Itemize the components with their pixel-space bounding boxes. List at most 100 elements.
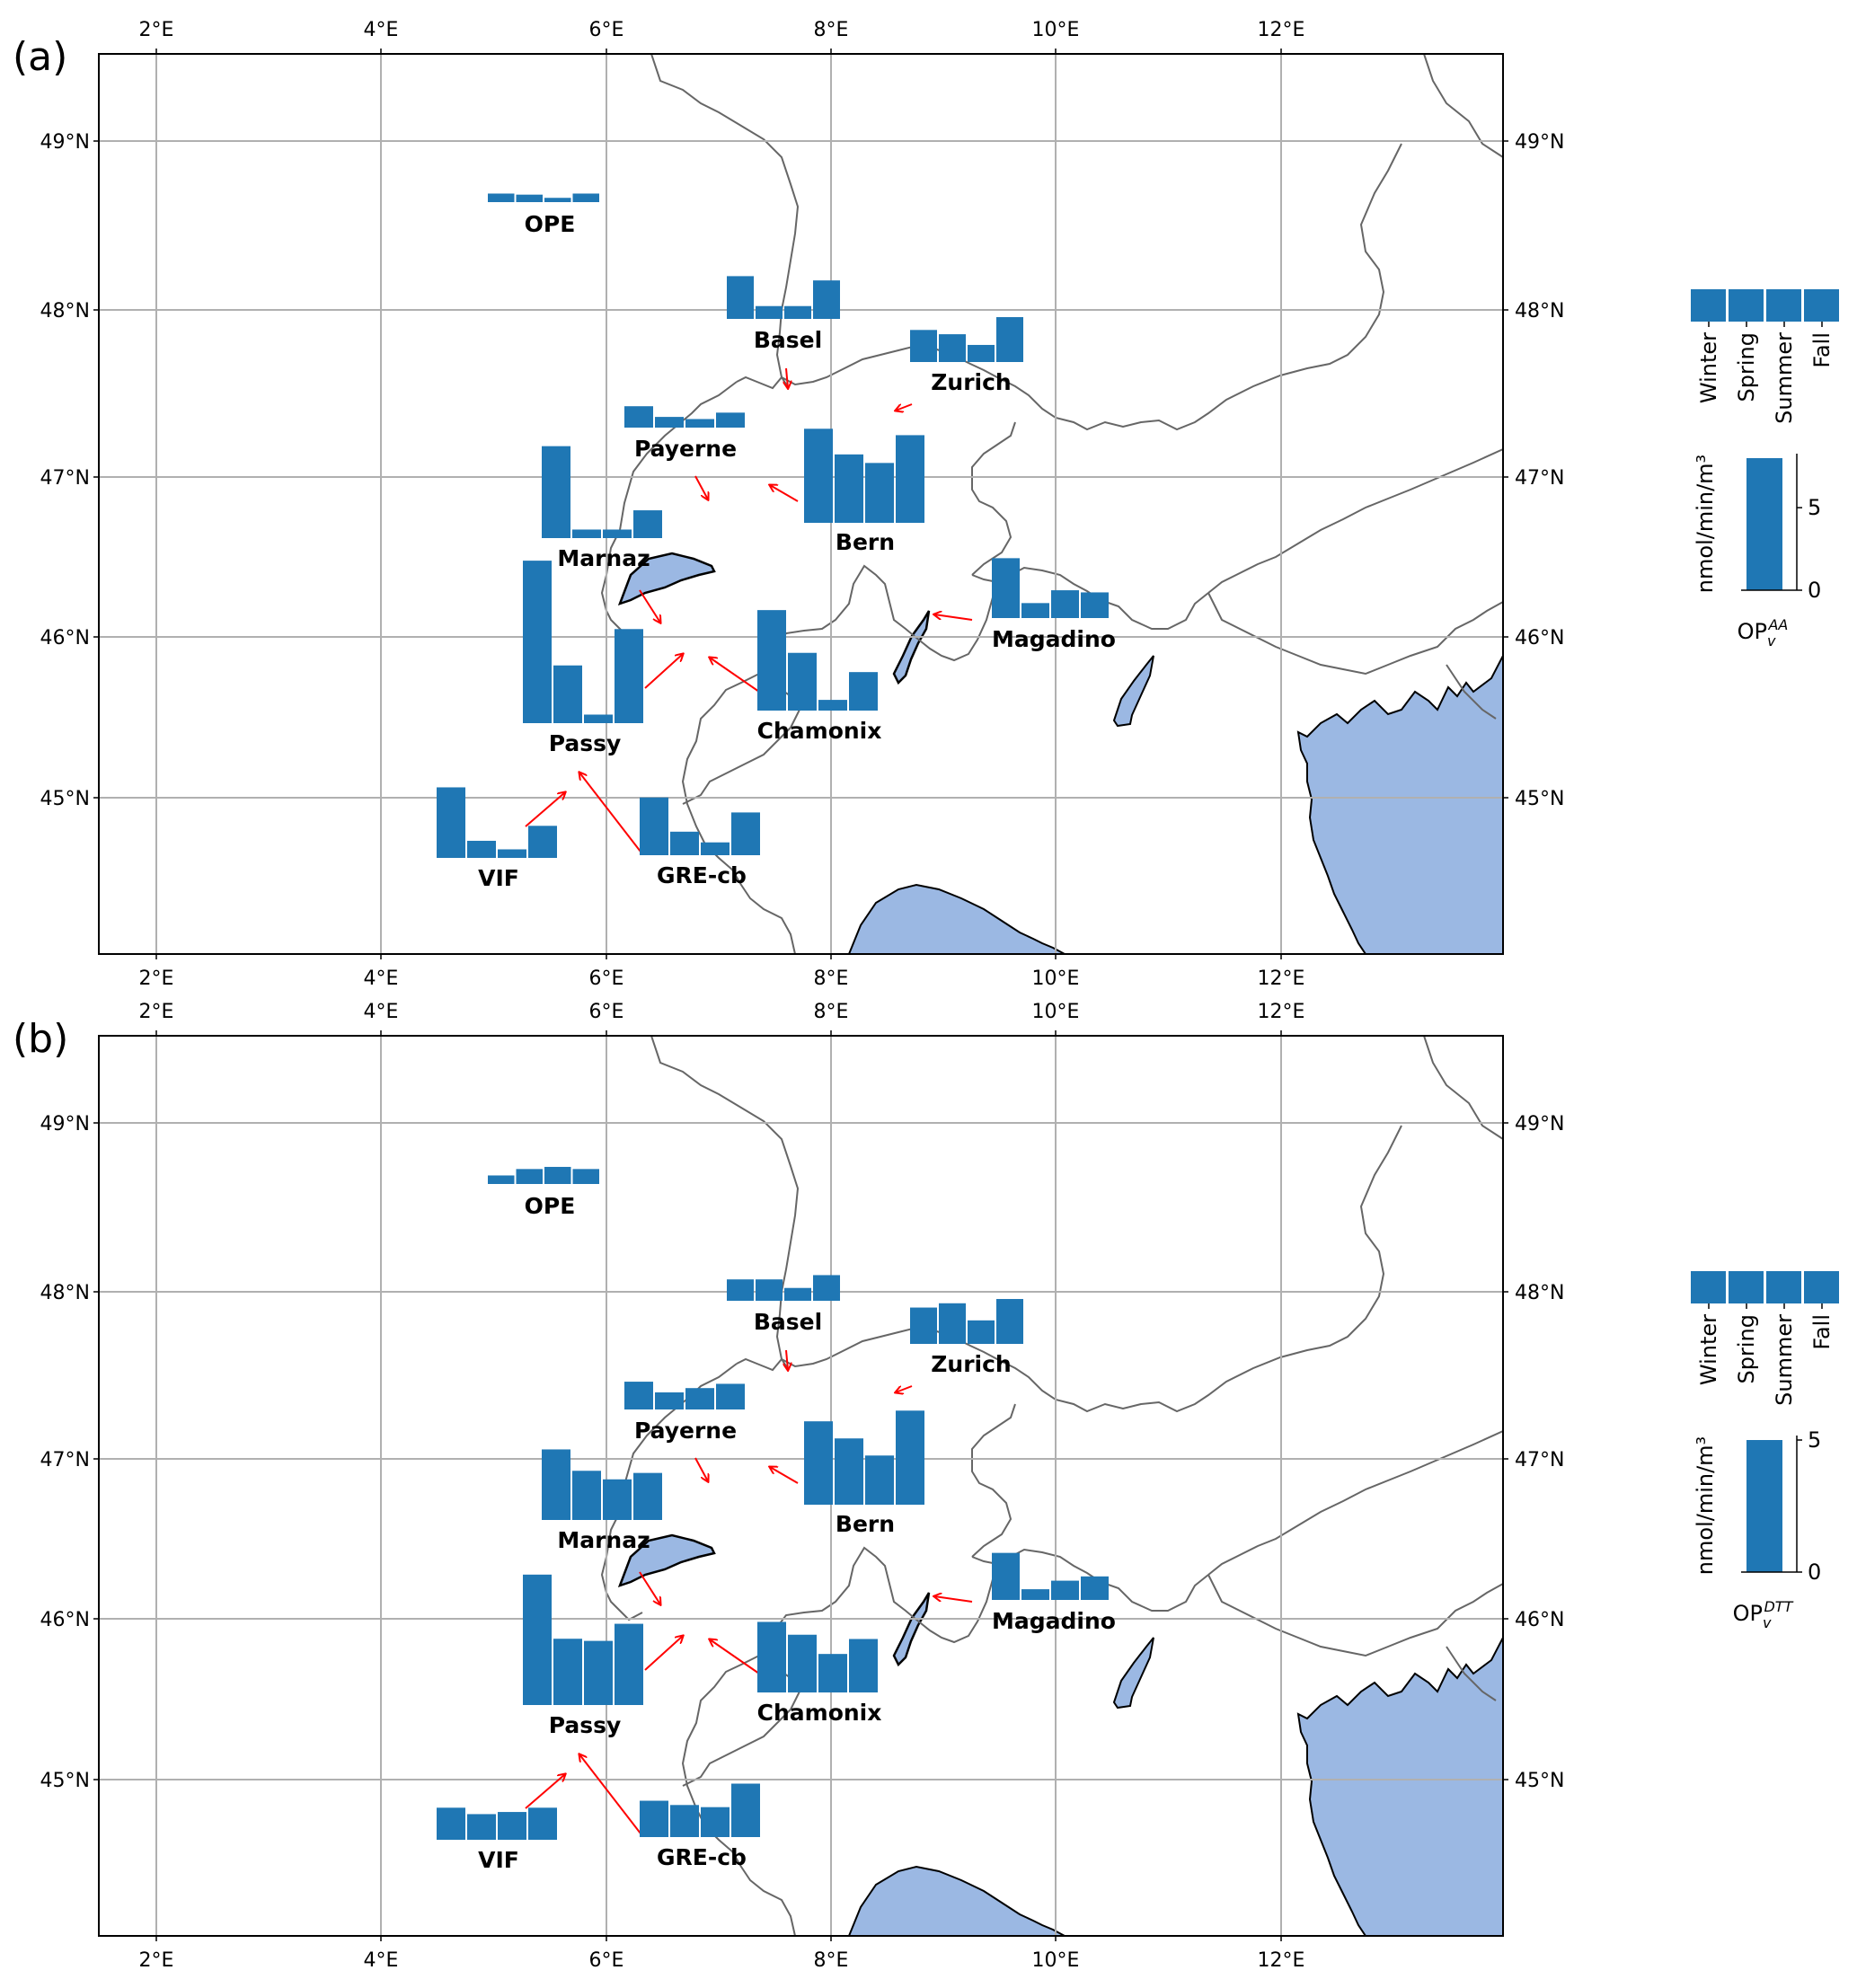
bar-fall: [572, 193, 599, 202]
site-label: Marnaz: [557, 545, 650, 571]
metric-label: OPvAA: [1738, 616, 1789, 649]
lake-garda: [1112, 655, 1154, 728]
border-line: [1446, 1646, 1497, 1701]
country-borders: [600, 54, 1503, 954]
lat-tick-left: 48°N: [40, 300, 90, 322]
legend-season-label: Spring: [1734, 332, 1759, 402]
legend: Winter Spring Summer Fall 0 5 nmol/min/m³ OPvAA: [1691, 289, 1839, 649]
bar-summer: [784, 1287, 811, 1301]
lon-tick-top: 10°E: [1032, 19, 1080, 41]
bar-winter: [757, 1621, 786, 1692]
map-frame: [98, 1035, 1504, 1937]
bar-fall: [996, 317, 1023, 362]
wind-arrow: [639, 589, 660, 623]
bar-winter: [523, 1574, 552, 1705]
border-line: [1207, 1574, 1503, 1657]
site-chamonix: Chamonix: [757, 610, 881, 744]
wind-arrow: [525, 1774, 565, 1809]
bar-fall: [849, 672, 878, 711]
border-line: [619, 1363, 738, 1513]
lon-tick-bottom: 4°E: [364, 967, 399, 990]
site-basel: Basel: [727, 276, 840, 353]
lon-tick-bottom: 8°E: [814, 1949, 849, 1972]
panel-label: (a): [13, 34, 67, 80]
border-line: [761, 564, 998, 662]
site-label: GRE-cb: [657, 1844, 747, 1870]
lon-tick-top: 12°E: [1258, 19, 1305, 41]
bar-fall: [1081, 1576, 1109, 1600]
site-ope: OPE: [488, 193, 599, 237]
site-label: Bern: [836, 1511, 895, 1537]
wind-arrow: [525, 792, 565, 827]
lon-tick-top: 8°E: [814, 19, 849, 41]
panel-a: (a) OPE Basel Zurich Payerne Bern Marnaz Magadi…: [13, 19, 1839, 990]
bar-spring: [572, 1471, 601, 1520]
bar-winter: [727, 276, 754, 319]
bar-spring: [572, 529, 601, 538]
bar-fall: [731, 812, 760, 855]
lat-tick-left: 47°N: [40, 467, 90, 490]
lon-tick-bottom: 6°E: [589, 967, 624, 990]
lon-tick-bottom: 10°E: [1032, 1949, 1080, 1972]
bar-winter: [727, 1279, 754, 1301]
bar-fall: [896, 1410, 924, 1505]
bar-summer: [498, 849, 526, 858]
bar-winter: [757, 610, 786, 711]
bar-fall: [896, 435, 924, 523]
lat-tick-left: 45°N: [40, 1770, 90, 1792]
bar-spring: [553, 1639, 582, 1705]
bar-summer: [685, 419, 714, 428]
site-marnaz: Marnaz: [542, 1449, 662, 1553]
lon-tick-top: 8°E: [814, 1001, 849, 1023]
bar-winter: [488, 193, 515, 202]
wind-arrow: [770, 1467, 799, 1484]
lon-tick-bottom: 10°E: [1032, 967, 1080, 990]
wind-arrow: [786, 367, 788, 388]
bar-summer: [1051, 590, 1079, 618]
wind-arrow: [896, 403, 913, 411]
bar-spring: [756, 305, 783, 319]
wind-arrow: [639, 1571, 660, 1604]
bar-summer: [603, 1479, 632, 1520]
bar-summer: [818, 700, 847, 711]
site-zurich: Zurich: [910, 317, 1023, 395]
bar-spring: [835, 454, 863, 523]
bar-fall: [716, 1383, 745, 1409]
metric-sub: v: [1763, 1614, 1772, 1631]
bar-winter: [542, 1449, 570, 1520]
bar-summer: [865, 1455, 894, 1505]
lat-tick-right: 49°N: [1515, 131, 1564, 154]
bar-spring: [670, 831, 699, 855]
site-label: Payerne: [634, 436, 737, 462]
site-label: Chamonix: [757, 1700, 882, 1726]
legend-season-label: Winter: [1696, 332, 1721, 403]
lat-tick-right: 48°N: [1515, 1282, 1564, 1304]
legend: Winter Spring Summer Fall 0 5 nmol/min/m³ OPvDT…: [1691, 1271, 1839, 1631]
bar-spring: [467, 840, 496, 858]
bar-summer: [1051, 1580, 1079, 1600]
legend-bar-winter: [1691, 1271, 1726, 1303]
site-label: Magadino: [992, 626, 1116, 652]
metric-label: OPvDTT: [1733, 1598, 1794, 1631]
wind-arrow: [579, 1754, 641, 1834]
bar-fall: [572, 1169, 599, 1184]
border-line: [1207, 1430, 1503, 1576]
bar-winter: [542, 446, 570, 538]
lat-tick-right: 45°N: [1515, 1770, 1564, 1792]
bar-summer: [701, 842, 730, 855]
lon-tick-bottom: 4°E: [364, 1949, 399, 1972]
lake-geneva: [617, 552, 716, 606]
lat-tick-right: 47°N: [1515, 467, 1564, 490]
bar-winter: [910, 1307, 937, 1344]
adriatic-sea: [1296, 655, 1503, 954]
bar-winter: [624, 1382, 653, 1409]
bar-fall: [813, 280, 840, 319]
bar-spring: [553, 665, 582, 723]
bar-winter: [437, 787, 465, 858]
bar-winter: [992, 1552, 1020, 1600]
legend-season-label: Spring: [1734, 1314, 1759, 1383]
lat-tick-right: 46°N: [1515, 627, 1564, 649]
scale-unit-label: nmol/min/m³: [1693, 1436, 1718, 1575]
wind-arrow: [896, 1385, 913, 1392]
bar-spring: [756, 1279, 783, 1301]
